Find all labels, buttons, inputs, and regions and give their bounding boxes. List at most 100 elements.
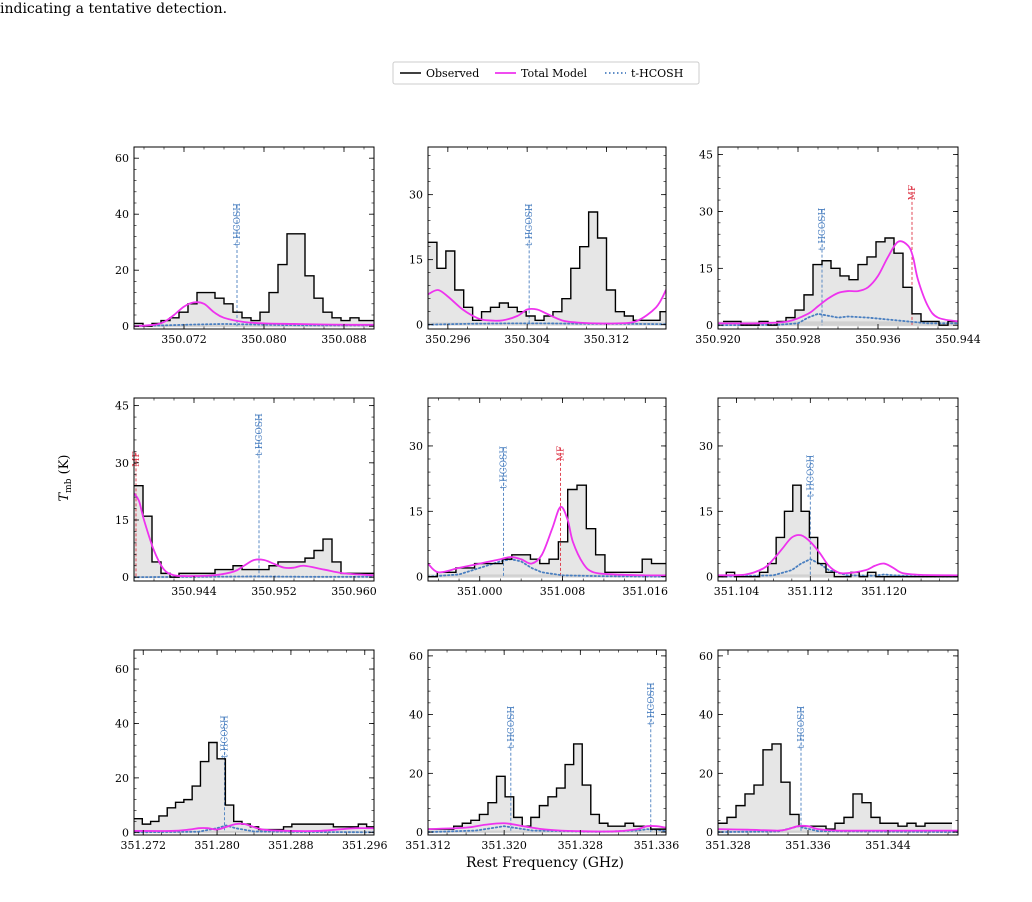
x-tick-label: 351.320 — [481, 839, 527, 852]
baseline-band — [134, 324, 374, 328]
observed-step-line — [718, 484, 958, 578]
observed-step-line — [723, 237, 957, 326]
y-tick-label: 0 — [416, 826, 423, 839]
observed-step-line — [134, 484, 374, 578]
baseline-band — [428, 830, 666, 834]
y-axis-label-unit: (K) — [57, 455, 72, 479]
y-tick-label: 20 — [699, 767, 713, 780]
observed-step-line — [428, 484, 666, 578]
total-model-line — [428, 505, 666, 577]
mf-line-label: MF — [132, 451, 142, 466]
y-axis-label: Tmb (K) — [57, 455, 74, 502]
x-tick-label: 351.008 — [540, 585, 586, 598]
x-tick-label: 350.944 — [935, 333, 981, 346]
observed-step-line — [134, 233, 374, 327]
baseline-band — [428, 322, 666, 326]
panel-6: t-HCOSH 0 15 30 351.104 351.112 351.120 — [699, 397, 959, 598]
t-hcosh-line-label: t-HCOSH — [525, 203, 535, 246]
x-tick-label: 351.104 — [714, 585, 760, 598]
panel-5: t-HCOSH MF 0 15 30 351.000 351.008 351.016 — [409, 397, 669, 598]
observed-fill — [428, 743, 666, 833]
x-tick-label: 351.272 — [120, 839, 166, 852]
x-tick-label: 351.120 — [861, 585, 907, 598]
legend: Observed Total Model t-HCOSH — [392, 61, 700, 85]
panel-plot-area — [134, 205, 374, 328]
y-tick-label: 0 — [122, 826, 129, 839]
t-hcosh-line-label: t-HCOSH — [255, 413, 265, 456]
x-tick-label: 351.312 — [405, 839, 451, 852]
y-axis-label-subscript: mb — [64, 478, 74, 493]
figure-caption: indicating a tentative detection. — [0, 1, 228, 17]
baseline-band — [718, 321, 958, 327]
total-model-line — [718, 240, 958, 325]
y-tick-label: 0 — [706, 826, 713, 839]
panel-1: t-HCOSH 0 20 40 60 350.072 350.080 350.088 — [115, 146, 375, 346]
y-tick-label: 40 — [699, 709, 713, 722]
y-tick-label: 60 — [115, 663, 129, 676]
y-tick-label: 15 — [699, 262, 713, 275]
x-tick-label: 350.952 — [251, 585, 297, 598]
x-tick-label: 350.080 — [241, 333, 287, 346]
observed-fill — [134, 742, 374, 833]
y-tick-label: 30 — [409, 440, 423, 453]
y-tick-label: 15 — [409, 505, 423, 518]
x-tick-label: 350.088 — [321, 333, 367, 346]
x-tick-label: 351.112 — [788, 585, 834, 598]
x-tick-label: 350.072 — [161, 333, 207, 346]
x-tick-label: 351.016 — [623, 585, 669, 598]
observed-step-line — [428, 743, 666, 830]
x-tick-label: 351.296 — [342, 839, 388, 852]
panel-plot-area — [134, 415, 374, 579]
y-tick-label: 30 — [699, 440, 713, 453]
x-tick-label: 350.944 — [171, 585, 217, 598]
x-tick-label: 351.344 — [865, 839, 911, 852]
x-axis-label: Rest Frequency (GHz) — [466, 855, 624, 871]
legend-label-total-model: Total Model — [521, 67, 588, 80]
panel-plot-area — [134, 717, 374, 834]
y-tick-label: 40 — [115, 208, 129, 221]
x-tick-label: 351.328 — [705, 839, 751, 852]
y-tick-label: 60 — [115, 152, 129, 165]
y-tick-label: 0 — [416, 319, 423, 332]
observed-fill — [134, 233, 374, 327]
t-hcosh-component-line — [428, 825, 666, 833]
total-model-line — [428, 289, 666, 325]
panel-8: t-HCOSH t-HCOSH 0 20 40 60 351.312 351.320 351.3… — [405, 649, 680, 852]
y-tick-label: 45 — [115, 400, 129, 413]
x-tick-label: 351.328 — [558, 839, 604, 852]
y-tick-label: 15 — [699, 505, 713, 518]
mf-line-label: MF — [556, 446, 566, 461]
x-tick-label: 350.960 — [331, 585, 377, 598]
y-tick-label: 0 — [706, 319, 713, 332]
y-tick-label: 45 — [699, 149, 713, 162]
panel-frame — [133, 397, 375, 582]
y-axis-label-symbol: T — [57, 491, 72, 501]
x-tick-label: 351.336 — [634, 839, 680, 852]
panel-4: t-HCOSH MF 0 15 30 45 350.944 350.952 350.960 — [115, 397, 377, 598]
x-tick-label: 351.000 — [457, 585, 503, 598]
t-hcosh-line-label: t-HCOSH — [797, 706, 807, 749]
y-tick-label: 40 — [115, 717, 129, 730]
panel-9: t-HCOSH 0 20 40 60 351.328 351.336 351.344 — [699, 649, 959, 852]
observed-step-line — [134, 741, 374, 831]
t-hcosh-line-label: t-HCOSH — [500, 446, 510, 489]
total-model-line — [134, 822, 374, 832]
legend-label-t-hcosh: t-HCOSH — [631, 67, 683, 80]
panel-plot-area — [428, 205, 666, 326]
observed-fill — [723, 238, 957, 326]
y-tick-label: 20 — [409, 767, 423, 780]
y-tick-label: 15 — [115, 514, 129, 527]
y-tick-label: 0 — [122, 320, 129, 333]
panel-frame — [427, 649, 667, 836]
observed-fill — [718, 743, 952, 833]
x-tick-label: 351.280 — [194, 839, 240, 852]
legend-label-observed: Observed — [426, 67, 479, 80]
x-tick-label: 350.936 — [855, 333, 901, 346]
t-hcosh-component-line — [718, 558, 958, 578]
t-hcosh-line-label: t-HCOSH — [233, 203, 243, 246]
t-hcosh-line-label: t-HCOSH — [507, 706, 517, 749]
observed-step-line — [428, 211, 666, 322]
legend-frame — [392, 61, 700, 85]
t-hcosh-line-label: t-HCOSH — [220, 715, 230, 758]
